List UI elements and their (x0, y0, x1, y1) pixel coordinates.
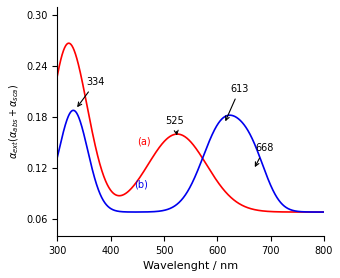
Text: 613: 613 (226, 84, 249, 120)
Text: (b): (b) (135, 180, 149, 190)
Text: (a): (a) (137, 136, 151, 146)
Y-axis label: $\alpha_{ext}(\alpha_{abs} + \alpha_{sca})$: $\alpha_{ext}(\alpha_{abs} + \alpha_{sca… (7, 84, 20, 159)
Text: 525: 525 (166, 116, 184, 134)
Text: 668: 668 (255, 143, 274, 166)
Text: 334: 334 (78, 77, 105, 106)
X-axis label: Wavelenght / nm: Wavelenght / nm (143, 261, 238, 271)
